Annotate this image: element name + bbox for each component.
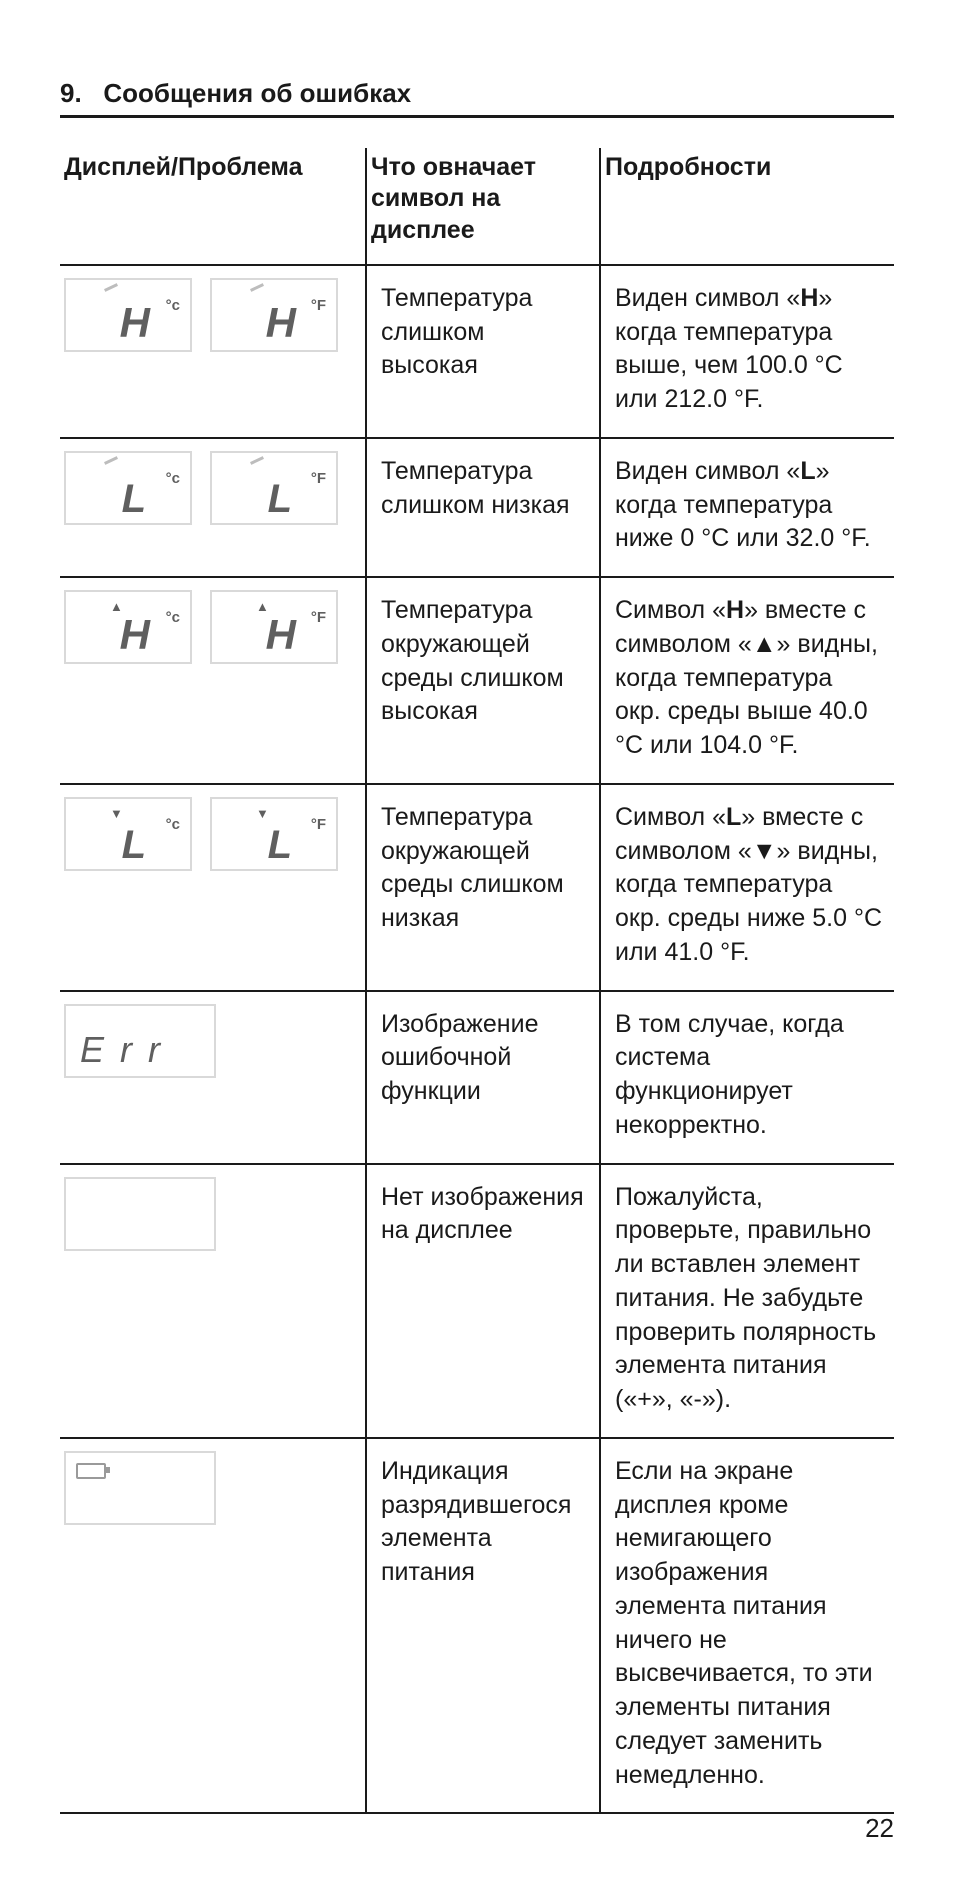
table-row: ▲H°c▲H°FТемпература окружающей среды сли…	[60, 577, 894, 784]
lcd-display: H °c	[64, 278, 192, 352]
cell-display	[60, 1438, 366, 1814]
lcd-unit: °F	[311, 469, 326, 489]
lcd-pair: ▲H°c▲H°F	[64, 590, 361, 664]
bold-text: L	[726, 803, 741, 831]
bold-text: L	[800, 457, 815, 485]
lcd-unit: °F	[311, 296, 326, 316]
lcd-main-char: H	[120, 302, 150, 344]
cell-details: Если на экране дисплея кроме немигающего…	[600, 1438, 894, 1814]
cell-details: Символ «L» вместе с символом «▼» видны, …	[600, 784, 894, 991]
lcd-main-char: L	[268, 825, 292, 865]
page: 9. Сообщения об ошибках Дисплей/Проблема…	[0, 0, 954, 1894]
table-body: H°cH°FТемпература слишком высокаяВиден с…	[60, 265, 894, 1814]
cell-meaning: Температура окружающей среды слишком выс…	[366, 577, 600, 784]
text-run: В том случае, когда система функционируе…	[615, 1010, 844, 1139]
text-run: Символ «	[615, 596, 726, 624]
cell-details: Виден символ «L» когда температура ниже …	[600, 438, 894, 577]
bold-text: H	[726, 596, 744, 624]
tick-mark	[104, 286, 118, 294]
cell-details: Символ «H» вместе с символом «▲» видны, …	[600, 577, 894, 784]
lcd-unit: °F	[311, 608, 326, 628]
lcd-main-char: H	[266, 614, 296, 656]
cell-display: L °c L °F	[60, 438, 366, 577]
cell-details: Виден символ «H» когда температура выше,…	[600, 265, 894, 438]
lcd-err-text: E r r	[80, 1032, 163, 1068]
lcd-pair: L °c L °F	[64, 451, 361, 525]
lcd-display: L °F	[210, 451, 338, 525]
table-row: E r r Изображение ошибочной функцииВ том …	[60, 991, 894, 1164]
table-row: Индикация разрядившегося элемента питани…	[60, 1438, 894, 1814]
lcd-main-char: L	[268, 479, 292, 519]
cell-meaning: Индикация разрядившегося элемента питани…	[366, 1438, 600, 1814]
tick-mark	[250, 286, 264, 294]
lcd-pair: H °c H °F	[64, 278, 361, 352]
table-row: H°cH°FТемпература слишком высокаяВиден с…	[60, 265, 894, 438]
cell-display	[60, 1164, 366, 1438]
text-run: Виден символ «	[615, 457, 800, 485]
lcd-display: E r r	[64, 1004, 216, 1078]
col-header-display: Дисплей/Проблема	[60, 148, 366, 265]
cell-meaning: Температура окружающей среды слишком низ…	[366, 784, 600, 991]
cell-display: ▼ L °c ▼ L °F	[60, 784, 366, 991]
text-run: Пожалуйста, проверьте, правильно ли вста…	[615, 1183, 876, 1414]
section-number: 9.	[60, 78, 82, 108]
lcd-main-char: L	[122, 825, 146, 865]
text-run: Символ «	[615, 803, 726, 831]
table-row: ▼ L °c ▼ L °F Температура окружающей среды сли…	[60, 784, 894, 991]
cell-display: H °c H °F	[60, 265, 366, 438]
text-run: Виден символ «	[615, 284, 800, 312]
battery-icon	[76, 1463, 106, 1479]
cell-display: E r r	[60, 991, 366, 1164]
cell-details: Пожалуйста, проверьте, правильно ли вста…	[600, 1164, 894, 1438]
lcd-display: ▲H°c	[64, 590, 192, 664]
error-table: Дисплей/Проблема Что овначает символ на …	[60, 148, 894, 1814]
lcd-pair: ▼ L °c ▼ L °F	[64, 797, 361, 871]
cell-meaning: Изображение ошибочной функции	[366, 991, 600, 1164]
lcd-main-char: H	[120, 614, 150, 656]
table-header-row: Дисплей/Проблема Что овначает символ на …	[60, 148, 894, 265]
cell-details: В том случае, когда система функционируе…	[600, 991, 894, 1164]
cell-meaning: Нет изображения на дисплее	[366, 1164, 600, 1438]
col-header-meaning: Что овначает символ на дисплее	[366, 148, 600, 265]
lcd-display	[64, 1177, 216, 1251]
section-title: Сообщения об ошибках	[103, 78, 411, 108]
triangle-down-icon: ▼	[110, 807, 123, 820]
cell-display: ▲H°c▲H°F	[60, 577, 366, 784]
cell-meaning: Температура слишком низкая	[366, 438, 600, 577]
lcd-unit: °c	[166, 608, 180, 628]
table-row: Нет изображения на дисплееПожалуйста, пр…	[60, 1164, 894, 1438]
page-number: 22	[865, 1813, 894, 1844]
lcd-display: ▲H°F	[210, 590, 338, 664]
section-heading: 9. Сообщения об ошибках	[60, 78, 894, 118]
lcd-display: ▼ L °c	[64, 797, 192, 871]
tick-mark	[104, 459, 118, 467]
lcd-unit: °c	[166, 815, 180, 835]
cell-meaning: Температура слишком высокая	[366, 265, 600, 438]
lcd-main-char: L	[122, 479, 146, 519]
tick-mark	[250, 459, 264, 467]
lcd-main-char: H	[266, 302, 296, 344]
lcd-display: L °c	[64, 451, 192, 525]
lcd-unit: °c	[166, 296, 180, 316]
text-run: Если на экране дисплея кроме немигающего…	[615, 1457, 873, 1789]
lcd-unit: °c	[166, 469, 180, 489]
lcd-unit: °F	[311, 815, 326, 835]
col-header-details: Подробности	[600, 148, 894, 265]
table-row: L°cL°FТемпература слишком низкаяВиден си…	[60, 438, 894, 577]
bold-text: H	[800, 284, 818, 312]
triangle-down-icon: ▼	[256, 807, 269, 820]
lcd-display	[64, 1451, 216, 1525]
lcd-display: ▼ L °F	[210, 797, 338, 871]
lcd-display: H °F	[210, 278, 338, 352]
